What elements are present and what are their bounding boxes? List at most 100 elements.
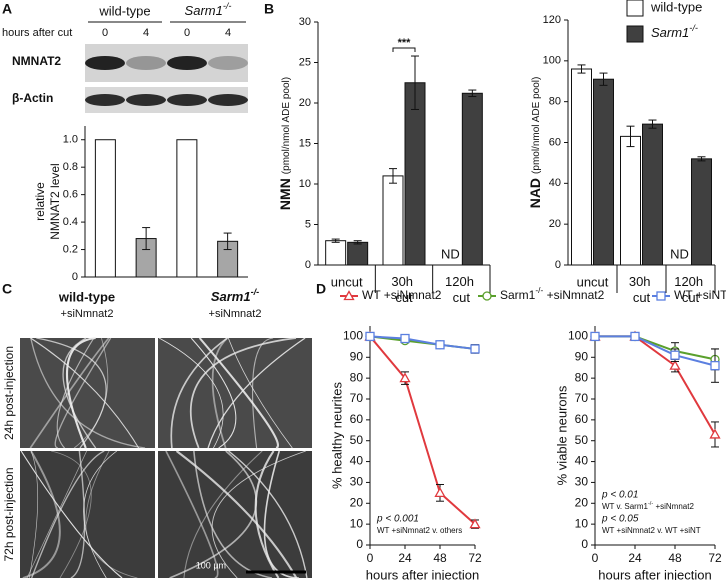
panel-label: A bbox=[2, 1, 12, 17]
blot-group: Sarm1-/- bbox=[185, 1, 232, 18]
x-tick-label: 30h cut bbox=[391, 274, 416, 305]
error-bar bbox=[626, 125, 635, 148]
bar bbox=[642, 123, 663, 266]
error-bar bbox=[648, 119, 657, 129]
bar bbox=[382, 175, 404, 266]
neurite bbox=[20, 450, 123, 579]
legend-label: WT +siNmnat2 bbox=[362, 288, 442, 302]
bar bbox=[571, 68, 592, 266]
neurite bbox=[158, 337, 224, 449]
missing-label: ND bbox=[670, 246, 689, 261]
x-axis-label: hours after injection bbox=[366, 567, 479, 580]
error-bar bbox=[142, 227, 151, 251]
bar bbox=[620, 135, 641, 266]
y-tick-label: 120 bbox=[543, 14, 561, 26]
blot-hour: 0 bbox=[102, 27, 108, 39]
legend-label: Sarm1-/- +siNmnat2 bbox=[500, 285, 605, 302]
neurite bbox=[22, 450, 61, 579]
marker bbox=[400, 333, 410, 344]
annotation: WT +siNmnat2 v. WT +siNT bbox=[602, 526, 701, 535]
y-tick-label: 80 bbox=[575, 370, 589, 384]
series-line bbox=[595, 335, 716, 361]
annotation: WT +siNmnat2 v. others bbox=[377, 526, 462, 535]
bar bbox=[325, 240, 347, 266]
panel-label: B bbox=[264, 1, 274, 17]
x-tick-label: 120h cut bbox=[445, 274, 478, 305]
y-tick-label: 50 bbox=[575, 433, 589, 447]
marker bbox=[435, 340, 445, 350]
x-tick-label: 120h cut bbox=[674, 274, 707, 305]
column-subtitle: +siNmnat2 bbox=[209, 308, 262, 320]
bar bbox=[404, 82, 426, 266]
column-title: wild-type bbox=[58, 289, 115, 304]
y-tick-label: 25 bbox=[299, 56, 311, 68]
legend-label: WT +siNT bbox=[674, 288, 726, 302]
x-tick-label: 72 bbox=[468, 551, 482, 565]
x-tick-label: 48 bbox=[668, 551, 682, 565]
error-bar bbox=[411, 55, 419, 110]
marker bbox=[343, 290, 355, 301]
neurite bbox=[227, 337, 293, 449]
neurite bbox=[73, 337, 109, 449]
error-bar bbox=[577, 64, 586, 74]
neurite bbox=[228, 450, 308, 579]
neurite bbox=[28, 450, 39, 579]
y-tick-label: 70 bbox=[350, 391, 364, 405]
blot-band bbox=[208, 94, 248, 106]
error-bar bbox=[697, 156, 706, 162]
marker bbox=[670, 350, 680, 360]
neurite bbox=[170, 337, 228, 449]
marker bbox=[590, 331, 600, 342]
x-tick-label: 30h cut bbox=[629, 274, 654, 305]
marker bbox=[669, 359, 681, 370]
y-tick-label: 0.2 bbox=[63, 243, 78, 255]
y-axis-title: NAD bbox=[527, 178, 543, 208]
y-axis-unit: (pmol/nmol ADE pool) bbox=[281, 77, 292, 174]
neurite bbox=[263, 450, 299, 579]
micrograph-bg bbox=[20, 451, 155, 578]
y-tick-label: 0 bbox=[581, 537, 588, 551]
y-axis-label: NAD (pmol/nmol ADE pool) bbox=[527, 77, 543, 209]
y-tick-label: 80 bbox=[549, 96, 561, 108]
y-tick-label: 10 bbox=[350, 516, 364, 530]
blot-hour: 4 bbox=[225, 27, 231, 39]
bar bbox=[691, 158, 712, 266]
neurite bbox=[30, 337, 146, 449]
blot-group: wild-type bbox=[98, 3, 150, 18]
y-tick-label: 70 bbox=[575, 391, 589, 405]
y-tick-label: 30 bbox=[350, 475, 364, 489]
legend-label: Sarm1-/- bbox=[651, 23, 698, 40]
y-tick-label: 0 bbox=[72, 271, 78, 283]
y-tick-label: 90 bbox=[575, 349, 589, 363]
y-tick-label: 50 bbox=[350, 433, 364, 447]
marker bbox=[482, 291, 492, 301]
y-tick-label: 20 bbox=[350, 495, 364, 509]
y-tick-label: 20 bbox=[549, 218, 561, 230]
bar bbox=[176, 139, 198, 278]
blot-band bbox=[126, 56, 166, 70]
y-tick-label: 30 bbox=[299, 16, 311, 28]
row-label: 24h post-injection bbox=[2, 346, 16, 440]
y-tick-label: 20 bbox=[299, 97, 311, 109]
neurite bbox=[211, 337, 229, 449]
neurite bbox=[207, 337, 306, 449]
y-tick-label: 1.0 bbox=[63, 134, 78, 146]
error-bar bbox=[331, 238, 340, 243]
neurite bbox=[190, 337, 237, 449]
y-axis-label: % viable neurons bbox=[554, 385, 569, 485]
error-bar bbox=[468, 89, 477, 98]
micrograph-bg bbox=[158, 451, 312, 578]
neurite bbox=[211, 450, 306, 579]
y-tick-label: 15 bbox=[299, 137, 311, 149]
error-bar bbox=[223, 232, 232, 251]
y-tick-label: 100 bbox=[568, 329, 588, 343]
y-tick-label: 40 bbox=[575, 454, 589, 468]
marker bbox=[434, 487, 446, 498]
error-bar bbox=[599, 72, 608, 86]
series-line bbox=[369, 335, 476, 525]
y-tick-label: 0 bbox=[555, 259, 561, 271]
y-tick-label: 0.4 bbox=[63, 216, 78, 228]
blot-band bbox=[167, 94, 207, 106]
neurite bbox=[65, 336, 96, 449]
series-line bbox=[595, 335, 716, 435]
